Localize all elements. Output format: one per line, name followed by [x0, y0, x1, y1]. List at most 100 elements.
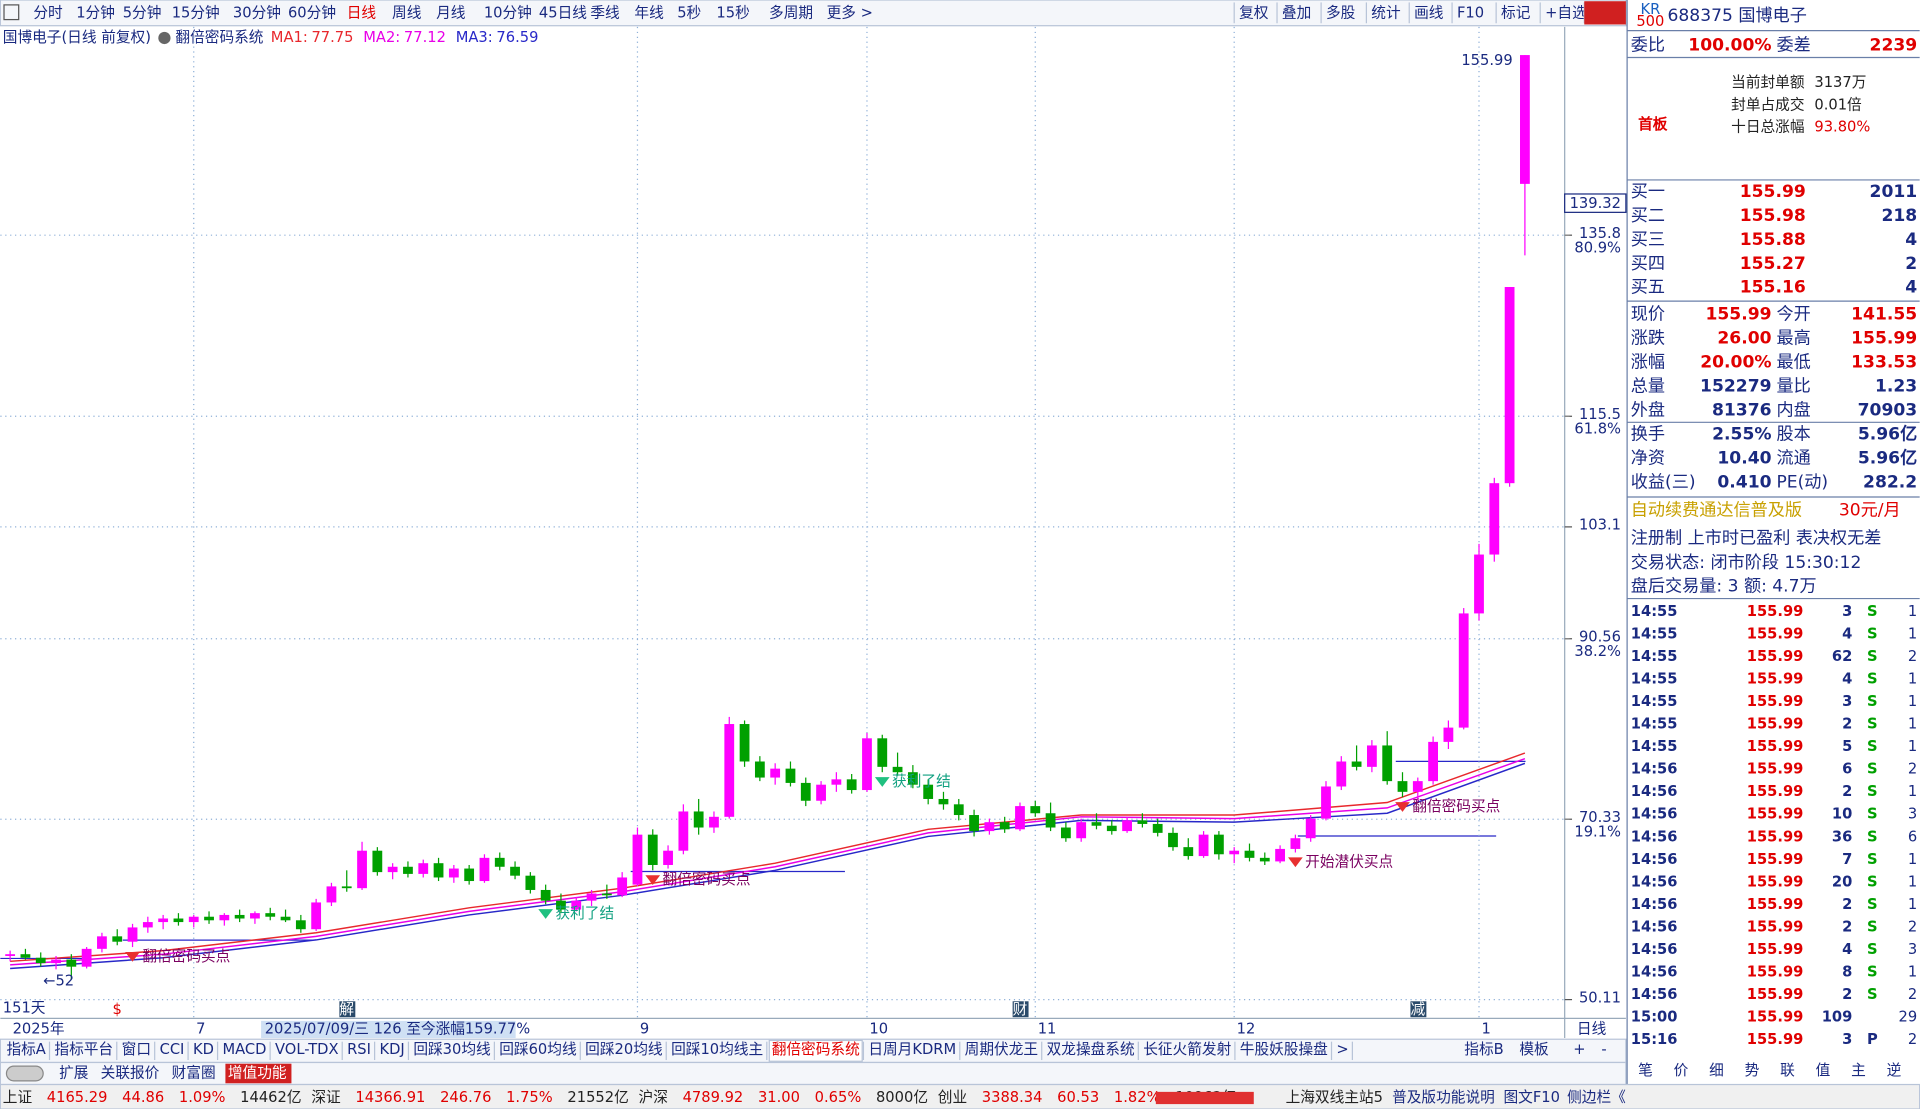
- period-tab[interactable]: 30分钟: [233, 4, 281, 21]
- period-tab[interactable]: 60分钟: [288, 4, 336, 21]
- back-button-bg: [1584, 1, 1626, 25]
- candle-body: [1443, 727, 1454, 742]
- tab-right[interactable]: -: [1601, 1041, 1606, 1058]
- sub-tab[interactable]: 扩展: [59, 1065, 89, 1082]
- tool-button[interactable]: 标记: [1501, 4, 1531, 21]
- panel-tab[interactable]: 笔: [1638, 1062, 1653, 1079]
- indicator-tab[interactable]: 长征火箭发射: [1143, 1040, 1231, 1058]
- period-tab[interactable]: 5秒: [677, 4, 701, 21]
- tick-time: 14:56: [1631, 783, 1678, 800]
- candle-body: [632, 834, 643, 885]
- panel-tab[interactable]: 值: [1816, 1062, 1831, 1079]
- panel-tab[interactable]: 逆: [1887, 1062, 1902, 1079]
- panel-tab[interactable]: 主: [1851, 1062, 1866, 1079]
- tool-button[interactable]: +自选: [1545, 4, 1587, 21]
- period-tab[interactable]: 1分钟: [76, 4, 115, 21]
- period-tab[interactable]: 45日线: [539, 4, 587, 21]
- indicator-tab[interactable]: 回踩10均线主: [671, 1041, 763, 1058]
- tool-button[interactable]: 复权: [1239, 3, 1269, 21]
- candle-body: [953, 804, 964, 816]
- tool-button[interactable]: 统计: [1371, 4, 1401, 21]
- candle-body: [556, 900, 566, 910]
- indicator-tab[interactable]: 指标平台: [54, 1041, 113, 1058]
- period-tab[interactable]: 15秒: [716, 4, 750, 21]
- indicator-tab[interactable]: RSI: [347, 1041, 371, 1058]
- bid-volume: 2011: [1870, 182, 1918, 202]
- status-link[interactable]: 普及版功能说明: [1392, 1089, 1495, 1106]
- period-tab[interactable]: 更多 >: [827, 4, 873, 21]
- y-tick-label: 50.11: [1579, 989, 1621, 1006]
- tool-button[interactable]: 多股: [1326, 4, 1356, 21]
- annotation-icon: [645, 875, 661, 886]
- indicator-tab[interactable]: 周期伏龙王: [965, 1041, 1038, 1058]
- candle-body: [1474, 554, 1484, 614]
- period-tab[interactable]: 10分钟: [484, 4, 532, 21]
- indicator-tab[interactable]: CCI: [160, 1041, 185, 1058]
- bid-label: 买二: [1631, 206, 1665, 226]
- candle-body: [494, 857, 505, 867]
- indicator-tab[interactable]: 指标A: [6, 1041, 45, 1058]
- sub-tab[interactable]: 关联报价: [101, 1065, 160, 1082]
- indicator-tab[interactable]: MACD: [222, 1041, 266, 1058]
- tab-right[interactable]: 模板: [1519, 1040, 1549, 1058]
- period-tab[interactable]: 15分钟: [172, 4, 220, 21]
- indicator-tab[interactable]: 回踩30均线: [413, 1041, 491, 1058]
- period-tab[interactable]: 多周期: [769, 4, 813, 21]
- indicator-tab[interactable]: VOL-TDX: [275, 1041, 339, 1058]
- tool-button[interactable]: 叠加: [1282, 4, 1311, 21]
- panel-tab[interactable]: 势: [1745, 1062, 1760, 1079]
- period-tab[interactable]: 5分钟: [123, 4, 162, 21]
- sub-tab[interactable]: 增值功能: [228, 1065, 287, 1082]
- candle-body: [250, 913, 260, 919]
- fib-label: 80.9%: [1574, 240, 1621, 257]
- candle-body: [540, 889, 551, 901]
- tool-button[interactable]: 画线: [1414, 4, 1444, 21]
- candle-body: [1213, 834, 1224, 855]
- candle-body: [142, 922, 153, 928]
- panel-tab[interactable]: 价: [1674, 1062, 1689, 1079]
- tool-button[interactable]: F10: [1457, 4, 1484, 21]
- indicator-tab[interactable]: KDJ: [380, 1041, 405, 1058]
- index-field: 44.86: [122, 1089, 164, 1106]
- tick-time: 14:56: [1631, 873, 1678, 890]
- indicator-tab[interactable]: 牛股妖股操盘: [1240, 1040, 1328, 1058]
- indicator-tab[interactable]: 回踩20均线: [585, 1041, 663, 1058]
- after-hours: 盘后交易量: 3 额: 4.7万: [1631, 576, 1817, 596]
- sub-tab[interactable]: 财富圈: [172, 1064, 216, 1082]
- tick-side: S: [1867, 828, 1878, 845]
- candle-body: [647, 834, 658, 865]
- indicator-tab[interactable]: 翻倍密码系统: [772, 1041, 860, 1058]
- tab-right[interactable]: +: [1573, 1041, 1585, 1058]
- period-tab[interactable]: 季线: [590, 4, 620, 21]
- candle-body: [326, 886, 337, 903]
- status-link[interactable]: 侧边栏《: [1567, 1089, 1626, 1106]
- event-tag: 减: [1410, 1001, 1425, 1018]
- period-tab[interactable]: 日线: [347, 4, 377, 21]
- ad-price[interactable]: 30元/月: [1839, 500, 1901, 520]
- candle-body: [204, 916, 214, 921]
- candle-body: [601, 893, 612, 896]
- ad-text[interactable]: 自动续费通达信普及版: [1631, 500, 1802, 520]
- tick-price: 155.99: [1747, 648, 1804, 665]
- indicator-tab[interactable]: 双龙操盘系统: [1047, 1040, 1135, 1058]
- period-tab[interactable]: 分时: [33, 4, 63, 21]
- period-tab[interactable]: 年线: [634, 4, 664, 21]
- indicator-tab[interactable]: KD: [193, 1041, 214, 1058]
- indicator-tab[interactable]: >: [1336, 1041, 1348, 1058]
- indicator-tab[interactable]: 窗口: [122, 1040, 151, 1058]
- period-tab[interactable]: 周线: [392, 4, 422, 21]
- menu-icon[interactable]: [3, 4, 20, 21]
- panel-tab[interactable]: 细: [1709, 1062, 1724, 1079]
- tab-right[interactable]: 指标B: [1464, 1041, 1503, 1058]
- candle-body: [372, 850, 383, 873]
- bid-label: 买三: [1631, 230, 1665, 250]
- indicator-tab[interactable]: 日周月KDRM: [868, 1041, 956, 1058]
- period-tab[interactable]: 月线: [436, 4, 466, 21]
- status-link[interactable]: 图文F10: [1503, 1089, 1559, 1106]
- panel-tab[interactable]: 联: [1780, 1062, 1795, 1079]
- candle-body: [66, 959, 77, 967]
- candle-body: [525, 875, 536, 890]
- indicator-tab[interactable]: 回踩60均线: [499, 1041, 577, 1058]
- tick-count: 1: [1908, 873, 1917, 890]
- stat-value: 5.96亿: [1858, 448, 1917, 469]
